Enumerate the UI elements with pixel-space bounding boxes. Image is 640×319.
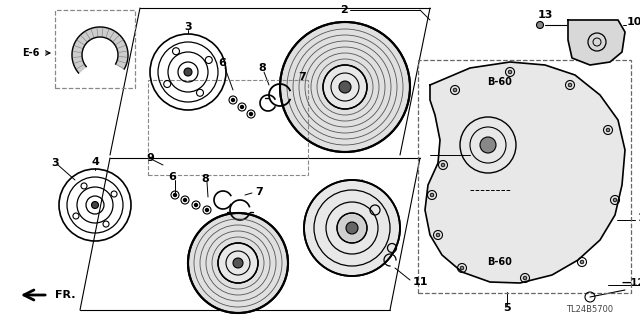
Circle shape: [188, 213, 288, 313]
Text: 9: 9: [146, 153, 154, 163]
Text: FR.: FR.: [55, 290, 76, 300]
Circle shape: [184, 198, 186, 202]
Circle shape: [346, 222, 358, 234]
Circle shape: [480, 137, 496, 153]
Circle shape: [205, 209, 209, 211]
Text: B-60: B-60: [488, 77, 513, 87]
Text: 13: 13: [538, 10, 553, 20]
Circle shape: [453, 88, 457, 92]
Circle shape: [508, 70, 512, 74]
Bar: [418, 60, 631, 293]
Circle shape: [304, 180, 400, 276]
Circle shape: [460, 266, 464, 270]
Circle shape: [580, 260, 584, 264]
Text: 10: 10: [627, 17, 640, 27]
Circle shape: [606, 128, 610, 132]
Bar: [148, 80, 308, 175]
Text: 5: 5: [503, 303, 511, 313]
Circle shape: [613, 198, 617, 202]
Text: 7: 7: [298, 72, 306, 82]
Text: 11: 11: [413, 277, 429, 287]
Text: B-60: B-60: [488, 257, 513, 267]
Bar: [55, 10, 135, 88]
Circle shape: [337, 213, 367, 243]
Circle shape: [218, 243, 258, 283]
Polygon shape: [72, 27, 128, 73]
Circle shape: [524, 276, 527, 280]
Circle shape: [568, 83, 572, 87]
Text: 7: 7: [255, 187, 263, 197]
Polygon shape: [568, 20, 625, 65]
Circle shape: [173, 194, 177, 197]
Circle shape: [436, 233, 440, 237]
Circle shape: [184, 68, 192, 76]
Text: 6: 6: [218, 58, 226, 68]
Circle shape: [232, 99, 234, 101]
Text: 1: 1: [638, 213, 640, 223]
Circle shape: [241, 106, 243, 108]
Text: —12: —12: [621, 278, 640, 288]
Text: 4: 4: [91, 157, 99, 167]
Circle shape: [323, 65, 367, 109]
Text: 6: 6: [168, 172, 176, 182]
Circle shape: [339, 81, 351, 93]
Circle shape: [250, 113, 253, 115]
Text: 2: 2: [340, 5, 348, 15]
Circle shape: [195, 204, 198, 206]
Text: 8: 8: [201, 174, 209, 184]
Text: E-6: E-6: [22, 48, 40, 58]
Circle shape: [430, 193, 434, 197]
Polygon shape: [425, 62, 625, 283]
Circle shape: [441, 163, 445, 167]
Text: 8: 8: [258, 63, 266, 73]
Circle shape: [233, 258, 243, 268]
Text: 3: 3: [51, 158, 59, 168]
Text: TL24B5700: TL24B5700: [566, 306, 614, 315]
Circle shape: [280, 22, 410, 152]
Circle shape: [536, 21, 543, 28]
Text: 3: 3: [184, 22, 192, 32]
Circle shape: [92, 202, 99, 209]
